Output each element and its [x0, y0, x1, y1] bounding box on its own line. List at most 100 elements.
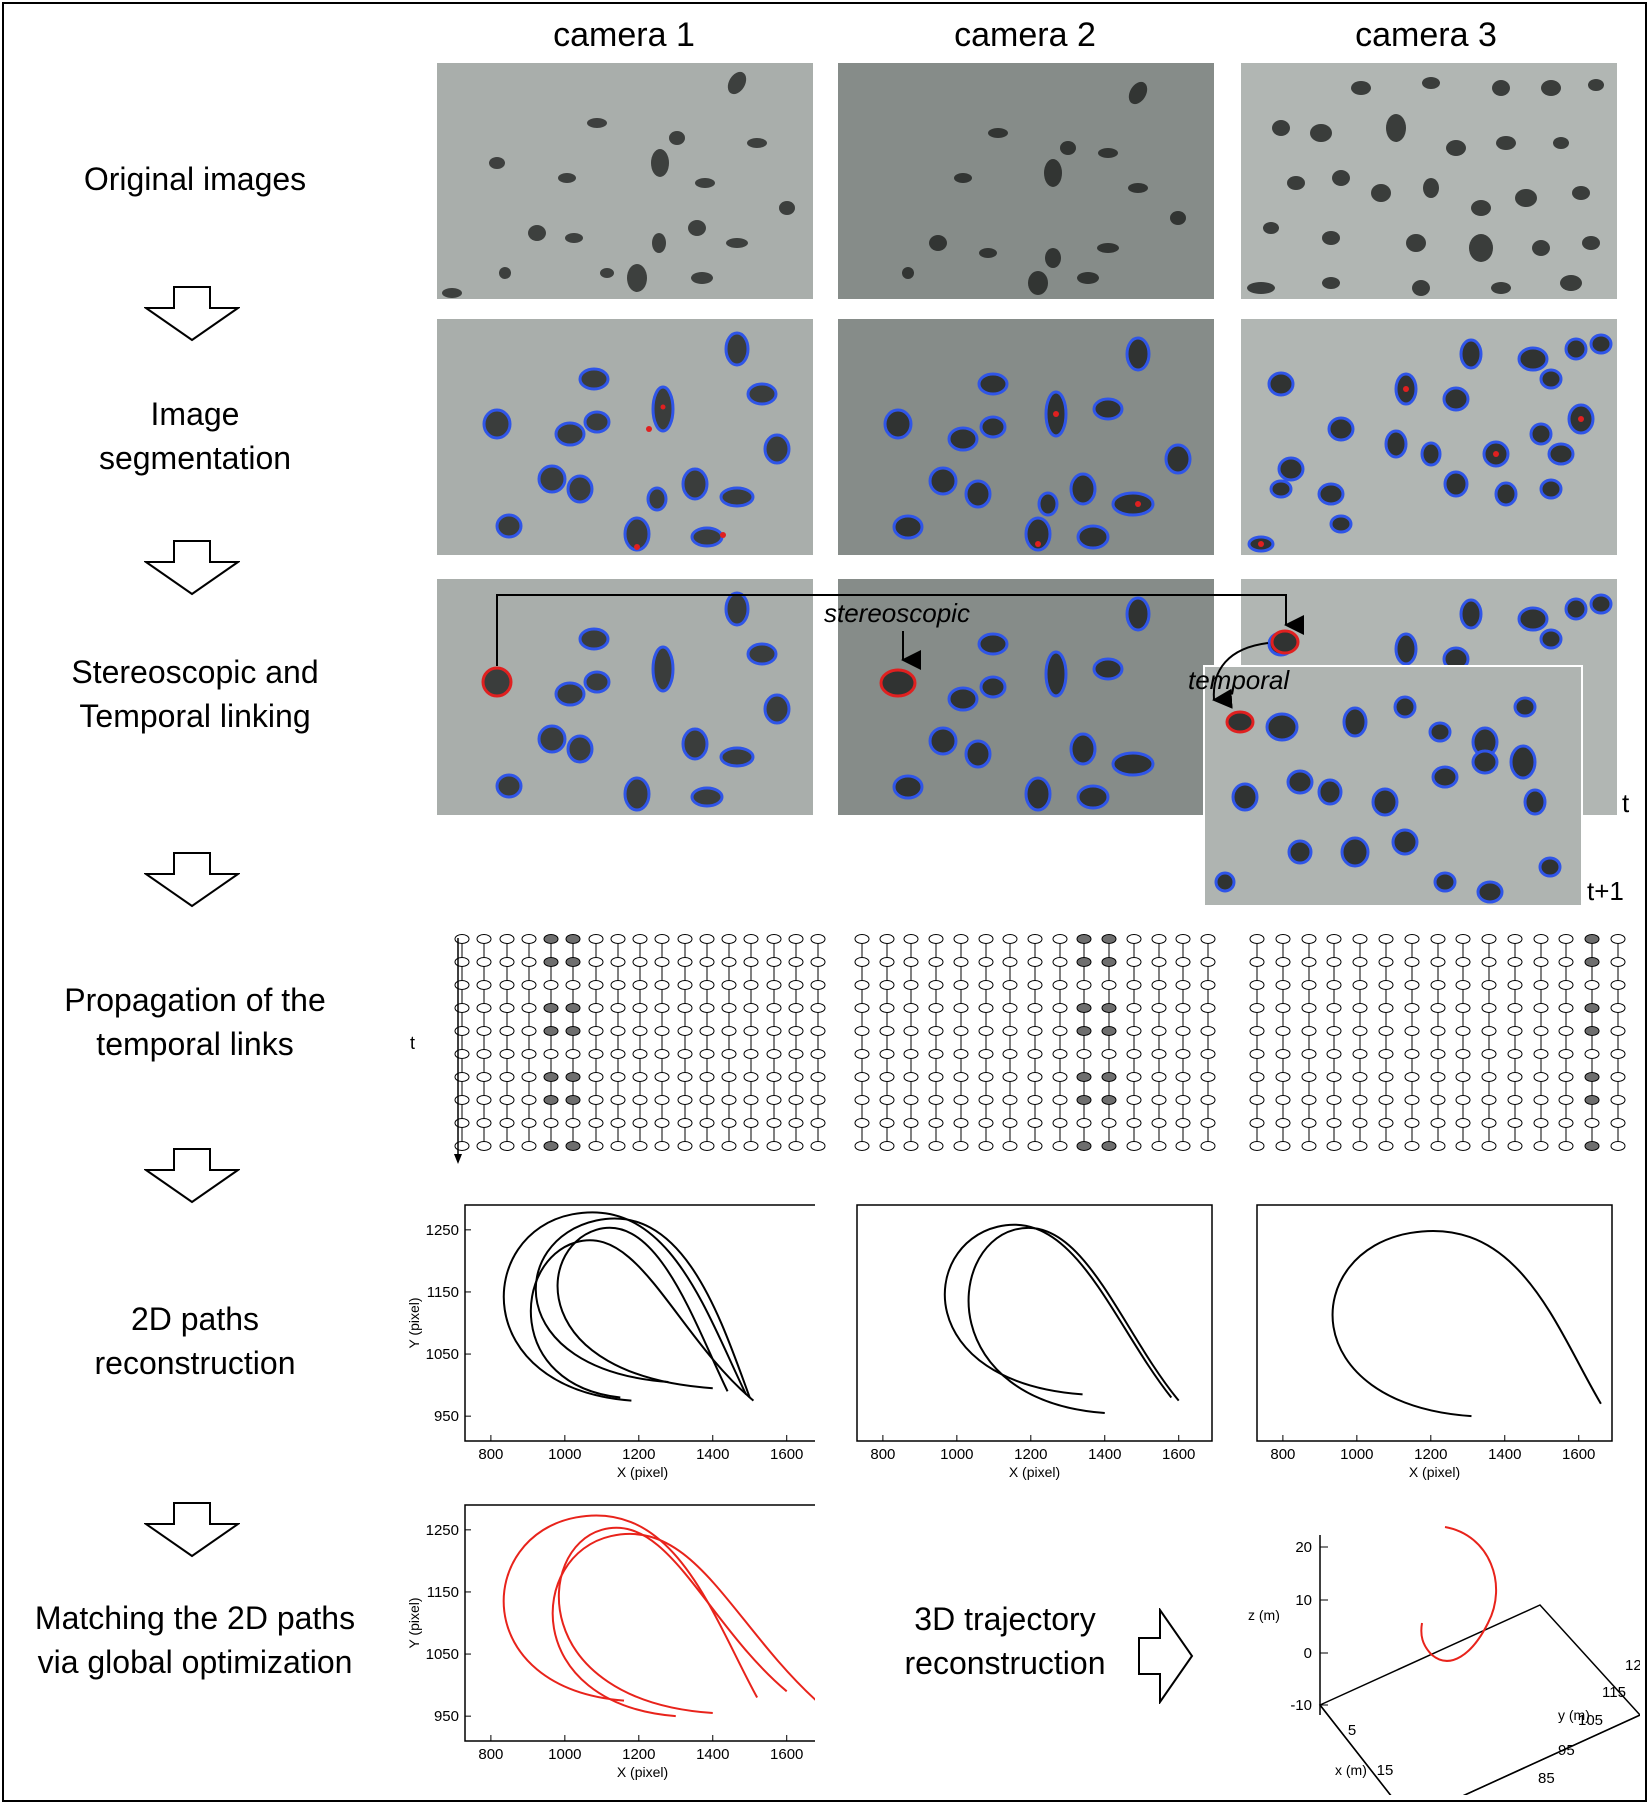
graph-node — [879, 1141, 895, 1151]
graph-node — [610, 1095, 626, 1105]
x-tick-label: 5 — [1348, 1722, 1356, 1739]
path-line — [534, 1217, 751, 1398]
graph-node — [1175, 1026, 1191, 1036]
graph-node — [1301, 1141, 1317, 1151]
graph-node — [903, 1049, 919, 1059]
graph-node — [1584, 1049, 1600, 1059]
graph-node — [654, 934, 670, 944]
graph-node — [1101, 1003, 1117, 1013]
graph-node — [1101, 1049, 1117, 1059]
graph-node — [521, 1003, 537, 1013]
stereoscopic-label: stereoscopic — [824, 598, 970, 628]
graph-node — [632, 1003, 648, 1013]
graph-node — [953, 1072, 969, 1082]
graph-node — [1301, 1118, 1317, 1128]
graph-node — [1027, 1072, 1043, 1082]
graph-node — [1558, 1118, 1574, 1128]
graph-node — [699, 980, 715, 990]
label-line: 2D paths — [130, 1301, 260, 1337]
graph-node — [1584, 934, 1600, 944]
graph-node — [1175, 1118, 1191, 1128]
z-axis-label: z (m) — [1248, 1607, 1280, 1623]
graph-node — [903, 957, 919, 967]
graph-node — [1275, 1118, 1291, 1128]
graph-node — [543, 934, 559, 944]
graph-node — [543, 1141, 559, 1151]
graph-node — [677, 957, 693, 967]
graph-node — [1584, 1118, 1600, 1128]
graph-node — [454, 1095, 470, 1105]
segmentation-camera-3 — [1241, 319, 1617, 555]
graph-node — [476, 1072, 492, 1082]
graph-node — [1249, 1026, 1265, 1036]
y-tick-label: 950 — [434, 1408, 459, 1425]
graph-svg — [454, 934, 826, 1164]
graph-node — [1558, 1049, 1574, 1059]
insect-blobs — [1247, 77, 1604, 296]
graph-node — [1430, 1095, 1446, 1105]
graph-node — [499, 957, 515, 967]
graph-node — [1175, 934, 1191, 944]
z-tick-label: 0 — [1304, 1645, 1312, 1662]
graph-node — [1101, 1072, 1117, 1082]
segmented-blobs — [481, 591, 791, 812]
graph-node — [854, 980, 870, 990]
graph-node — [543, 1072, 559, 1082]
graph-node — [903, 1118, 919, 1128]
graph-node — [499, 1072, 515, 1082]
label-linking: Stereoscopic and Temporal linking — [0, 650, 390, 738]
x-axis-label: X (pixel) — [1409, 1464, 1460, 1480]
graph-node — [1301, 1072, 1317, 1082]
graph-node — [699, 934, 715, 944]
z-tick-label: 20 — [1295, 1539, 1312, 1556]
graph-node — [654, 1026, 670, 1036]
graph-node — [1076, 1095, 1092, 1105]
linking-camera-2 — [838, 579, 1214, 815]
graph-node — [1101, 1095, 1117, 1105]
graph-node — [1200, 980, 1216, 990]
graph-node — [1076, 957, 1092, 967]
graph-node — [1558, 1095, 1574, 1105]
graph-node — [928, 1003, 944, 1013]
graph-node — [1455, 1049, 1471, 1059]
z-tick-label: -10 — [1290, 1697, 1312, 1714]
graph-node — [1076, 1118, 1092, 1128]
graph-node — [879, 1026, 895, 1036]
graph-node — [565, 980, 581, 990]
graph-node — [854, 1095, 870, 1105]
graph-node — [854, 1049, 870, 1059]
original-image-camera-1 — [437, 63, 813, 299]
graph-node — [1326, 1095, 1342, 1105]
graph-node — [1455, 1072, 1471, 1082]
graph-node — [1352, 934, 1368, 944]
graph-node — [854, 1026, 870, 1036]
graph-node — [928, 1049, 944, 1059]
selected-blob — [481, 666, 513, 698]
graph-node — [1455, 980, 1471, 990]
graph-node — [499, 1003, 515, 1013]
graph-node — [1175, 1095, 1191, 1105]
down-arrow-icon — [144, 540, 240, 596]
graph-node — [1352, 980, 1368, 990]
graph-node — [476, 957, 492, 967]
graph-node — [476, 1003, 492, 1013]
graph-node — [1052, 1003, 1068, 1013]
graph-node — [1002, 1003, 1018, 1013]
graph-node — [1507, 957, 1523, 967]
graph-node — [810, 1118, 826, 1128]
graph-node — [610, 957, 626, 967]
graph-node — [1404, 1072, 1420, 1082]
graph-node — [1200, 1049, 1216, 1059]
graph-node — [1352, 1141, 1368, 1151]
graph-node — [1175, 1049, 1191, 1059]
graph-node — [677, 980, 693, 990]
graph-node — [1200, 957, 1216, 967]
graph-node — [1430, 1072, 1446, 1082]
graph-node — [766, 1072, 782, 1082]
path-line — [551, 1533, 815, 1718]
graph-node — [1558, 1026, 1574, 1036]
y-tick-label: 125 — [1625, 1657, 1640, 1674]
graph-node — [588, 934, 604, 944]
label-line: Stereoscopic and — [71, 654, 319, 690]
graph-node — [454, 980, 470, 990]
